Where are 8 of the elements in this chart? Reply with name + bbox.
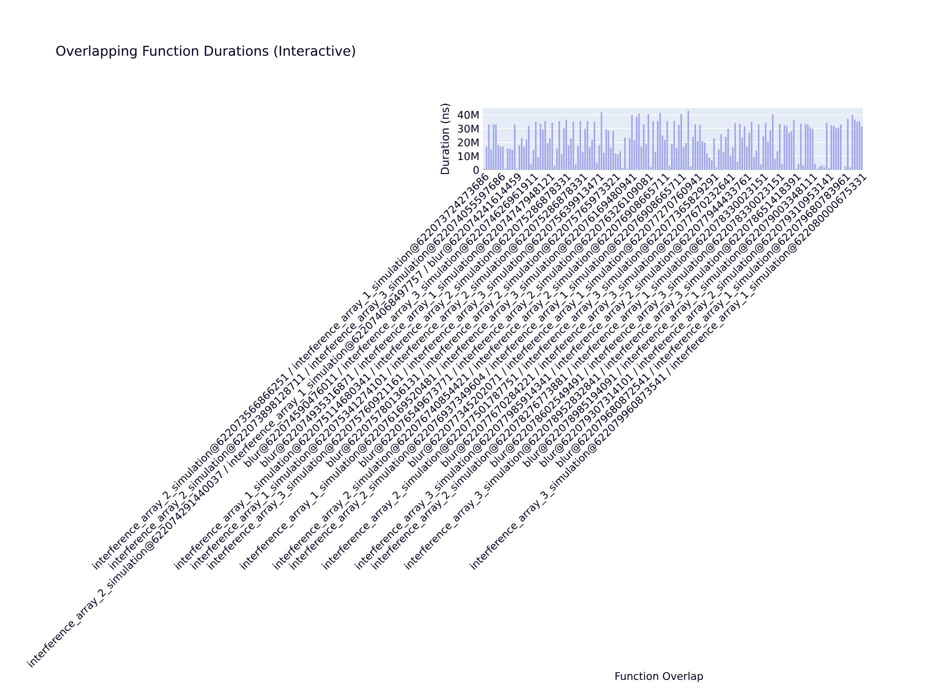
y-tick-label: 10M xyxy=(458,152,478,160)
y-tick-label: 30M xyxy=(458,124,478,133)
text: Overlapping Function Durations (Interactive) xyxy=(56,45,355,58)
x-axis-title: Function Overlap xyxy=(616,672,703,682)
y-axis-title: Duration (ns) xyxy=(440,104,450,174)
y-tick-label: 0 xyxy=(474,166,479,174)
y-tick-label: 20M xyxy=(458,138,478,146)
y-tick-label: 40M xyxy=(458,110,478,119)
